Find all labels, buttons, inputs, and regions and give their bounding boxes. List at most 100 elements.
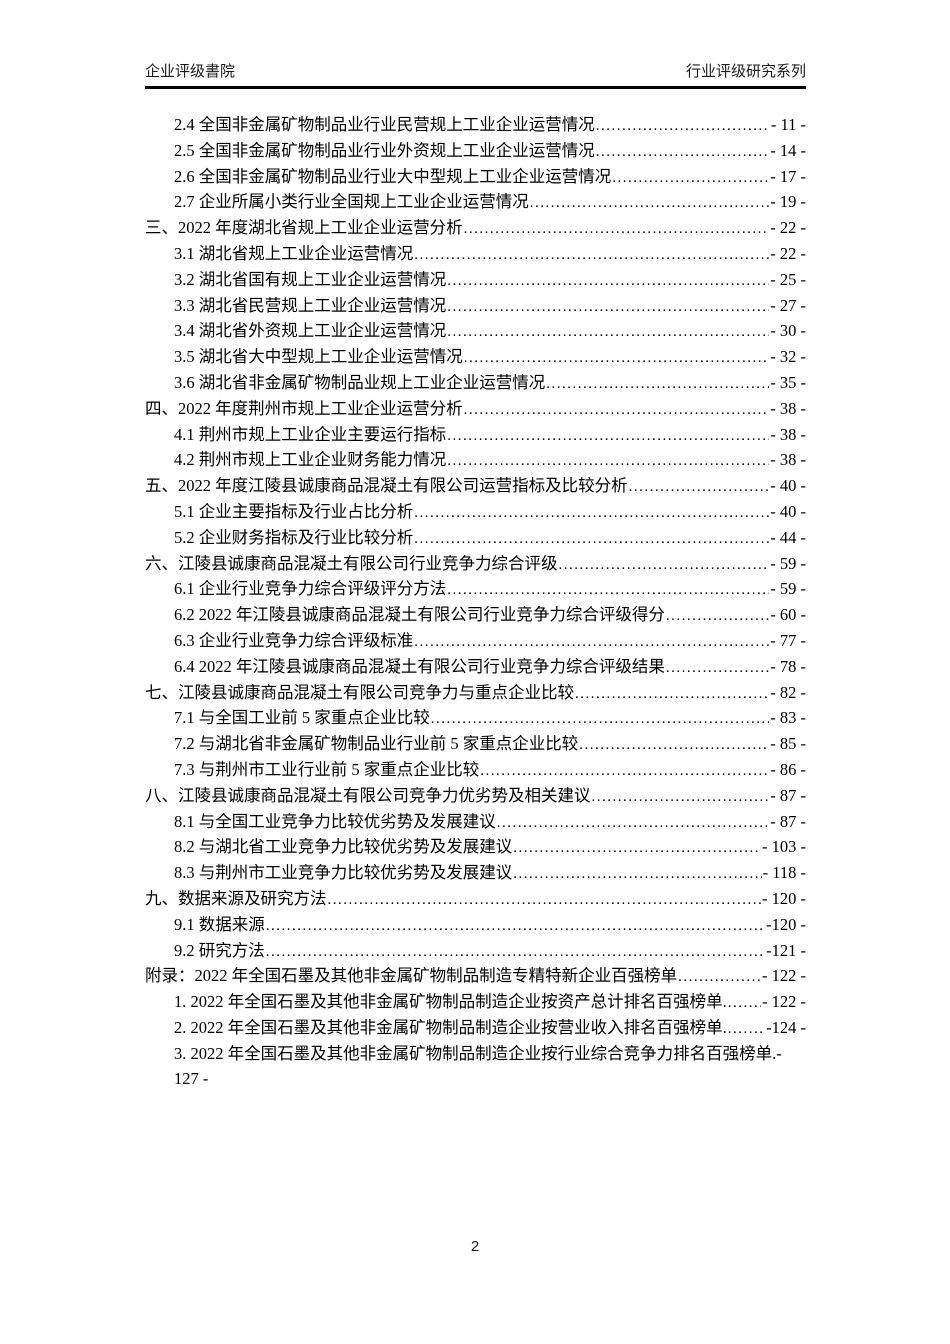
- toc-entry: 九、数据来源及研究方法 - 120 -: [145, 886, 806, 912]
- toc-entry: 七、江陵县诚康商品混凝土有限公司竞争力与重点企业比较 - 82 -: [145, 680, 806, 706]
- toc-entry-title: 6.3 企业行业竞争力综合评级标准: [174, 630, 414, 650]
- toc-entry-page: - 40 -: [770, 476, 806, 496]
- toc-entry-title: 4.2 荆州市规上工业企业财务能力情况: [174, 450, 447, 470]
- toc-entry: 3. 2022 年全国石墨及其他非金属矿物制品制造企业按行业综合竞争力排名百强榜…: [145, 1041, 806, 1067]
- toc-entry-title: 九、数据来源及研究方法: [145, 888, 327, 908]
- toc-entry-title: 3.1 湖北省规上工业企业运营情况: [174, 243, 414, 263]
- toc-entry-page: - 83 -: [770, 708, 806, 728]
- toc-entry-title: 6.1 企业行业竞争力综合评级评分方法: [174, 579, 447, 599]
- toc-entry: 7.1 与全国工业前 5 家重点企业比较 - 83 -: [145, 705, 806, 731]
- dot-leader: [464, 344, 770, 370]
- toc-entry-title: 8.1 与全国工业竞争力比较优劣势及发展建议: [174, 811, 496, 831]
- toc-entry-title: 2.7 企业所属小类行业全国规上工业企业运营情况: [174, 192, 529, 212]
- dot-leader: [666, 602, 769, 628]
- toc-entry-page: - 87 -: [770, 811, 806, 831]
- toc-entry-title: 3.6 湖北省非金属矿物制品业规上工业企业运营情况: [174, 372, 546, 392]
- toc-entry: 6.4 2022 年江陵县诚康商品混凝土有限公司行业竞争力综合评级结果 - 78 …: [145, 654, 806, 680]
- toc-entry: 6.2 2022 年江陵县诚康商品混凝土有限公司行业竞争力综合评级得分 - 60 …: [145, 602, 806, 628]
- header-right-title: 行业评级研究系列: [685, 63, 806, 80]
- toc-entry-page: - 118 -: [762, 863, 806, 883]
- toc-entry-title: 五、2022 年度江陵县诚康商品混凝土有限公司运营指标及比较分析: [145, 476, 628, 496]
- toc-entry-title: 2.6 全国非金属矿物制品业行业大中型规上工业企业运营情况: [174, 166, 612, 186]
- dot-leader: [447, 318, 769, 344]
- toc-entry-page: -120 -: [766, 914, 806, 934]
- toc-entry: 3.1 湖北省规上工业企业运营情况 - 22 -: [145, 241, 806, 267]
- toc-entry-title: 3.4 湖北省外资规上工业企业运营情况: [174, 321, 447, 341]
- dot-leader: [414, 499, 769, 525]
- toc-entry: 2. 2022 年全国石墨及其他非金属矿物制品制造企业按营业收入排名百强榜单. -…: [145, 1015, 806, 1041]
- toc-entry-page: - 122 -: [762, 992, 806, 1012]
- toc-entry-title: 七、江陵县诚康商品混凝土有限公司竞争力与重点企业比较: [145, 682, 574, 702]
- toc: 2.4 全国非金属矿物制品业行业民营规上工业企业运营情况 - 11 - 2.5 全国…: [145, 112, 806, 1092]
- toc-entry-page: - 38 -: [770, 398, 806, 418]
- toc-entry-page: - 60 -: [770, 605, 806, 625]
- toc-entry: 六、江陵县诚康商品混凝土有限公司行业竞争力综合评级 - 59 -: [145, 551, 806, 577]
- toc-entry-page: - 22 -: [770, 218, 806, 238]
- page-number: 2: [470, 1238, 480, 1255]
- toc-entry-title: 1. 2022 年全国石墨及其他非金属矿物制品制造企业按资产总计排名百强榜单.: [174, 992, 727, 1012]
- dot-leader: [414, 241, 769, 267]
- toc-entry-page: - 59 -: [770, 579, 806, 599]
- toc-entry-page: - 78 -: [770, 656, 806, 676]
- toc-entry-title: 5.1 企业主要指标及行业占比分析: [174, 501, 414, 521]
- dot-leader: [612, 164, 769, 190]
- toc-entry-title: 附录：2022 年全国石墨及其他非金属矿物制品制造专精特新企业百强榜单: [145, 966, 678, 986]
- dot-leader: [678, 963, 761, 989]
- toc-entry-title: 2.4 全国非金属矿物制品业行业民营规上工业企业运营情况: [174, 115, 595, 134]
- toc-entry-page: - 32 -: [770, 347, 806, 367]
- toc-entry-page: - 17 -: [770, 166, 806, 186]
- toc-entry: 3.4 湖北省外资规上工业企业运营情况 - 30 -: [145, 318, 806, 344]
- toc-entry-page: - 11 -: [770, 115, 806, 134]
- toc-entry-page: - 85 -: [770, 734, 806, 754]
- toc-entry: 6.1 企业行业竞争力综合评级评分方法 - 59 -: [145, 576, 806, 602]
- toc-entry-title: 9.2 研究方法: [174, 940, 265, 960]
- toc-entry-title: 5.2 企业财务指标及行业比较分析: [174, 527, 414, 547]
- toc-entry: 3.2 湖北省国有规上工业企业运营情况 - 25 -: [145, 267, 806, 293]
- dot-leader: [579, 731, 769, 757]
- dot-leader: [447, 576, 769, 602]
- toc-entry-title: 7.2 与湖北省非金属矿物制品业行业前 5 家重点企业比较: [174, 734, 579, 754]
- toc-entry-page: - 40 -: [770, 501, 806, 521]
- toc-entry: 9.2 研究方法 -121 -: [145, 938, 806, 964]
- toc-entry-page: - 103 -: [762, 837, 806, 857]
- toc-entry-page: - 38 -: [770, 450, 806, 470]
- dot-leader: [629, 473, 770, 499]
- toc-entry: 127 -: [145, 1066, 806, 1092]
- page-header: 企业评级書院 行业评级研究系列: [145, 60, 806, 89]
- dot-leader: [447, 293, 769, 319]
- toc-entry-title: 八、江陵县诚康商品混凝土有限公司竞争力优劣势及相关建议: [145, 785, 591, 805]
- toc-entry: 5.2 企业财务指标及行业比较分析 - 44 -: [145, 525, 806, 551]
- toc-entry-page: - 82 -: [770, 682, 806, 702]
- dot-leader: [497, 809, 770, 835]
- toc-entry: 4.1 荆州市规上工业企业主要运行指标 - 38 -: [145, 422, 806, 448]
- dot-leader: [513, 860, 761, 886]
- dot-leader: [728, 1015, 765, 1041]
- dot-leader: [447, 422, 769, 448]
- toc-entry-page: - 59 -: [770, 553, 806, 573]
- dot-leader: [592, 783, 770, 809]
- toc-entry-page: -121 -: [766, 940, 806, 960]
- toc-entry-page: - 35 -: [770, 372, 806, 392]
- toc-entry-title: 7.3 与荆州市工业行业前 5 家重点企业比较: [174, 759, 480, 779]
- dot-leader: [596, 112, 770, 138]
- toc-entry: 四、2022 年度荆州市规上工业企业运营分析 - 38 -: [145, 396, 806, 422]
- toc-entry: 3.6 湖北省非金属矿物制品业规上工业企业运营情况 - 35 -: [145, 370, 806, 396]
- dot-leader: [447, 267, 769, 293]
- toc-entry-title: 六、江陵县诚康商品混凝土有限公司行业竞争力综合评级: [145, 553, 558, 573]
- toc-entry-page: - 86 -: [770, 759, 806, 779]
- toc-entry: 5.1 企业主要指标及行业占比分析 - 40 -: [145, 499, 806, 525]
- dot-leader: [666, 654, 769, 680]
- toc-entry: 8.3 与荆州市工业竞争力比较优劣势及发展建议 - 118 -: [145, 860, 806, 886]
- toc-entry: 4.2 荆州市规上工业企业财务能力情况 - 38 -: [145, 447, 806, 473]
- toc-entry-page: - 44 -: [770, 527, 806, 547]
- toc-entry-page: - 19 -: [770, 192, 806, 212]
- dot-leader: [575, 680, 769, 706]
- toc-entry-title: 2. 2022 年全国石墨及其他非金属矿物制品制造企业按营业收入排名百强榜单.: [174, 1017, 727, 1037]
- toc-entry: 3.3 湖北省民营规上工业企业运营情况 - 27 -: [145, 293, 806, 319]
- toc-entry: 五、2022 年度江陵县诚康商品混凝土有限公司运营指标及比较分析 - 40 -: [145, 473, 806, 499]
- toc-entry-title: 3.2 湖北省国有规上工业企业运营情况: [174, 269, 447, 289]
- toc-entry-title: 8.3 与荆州市工业竞争力比较优劣势及发展建议: [174, 863, 513, 883]
- toc-entry-page: - 38 -: [770, 424, 806, 444]
- toc-entry: 8.2 与湖北省工业竞争力比较优劣势及发展建议 - 103 -: [145, 834, 806, 860]
